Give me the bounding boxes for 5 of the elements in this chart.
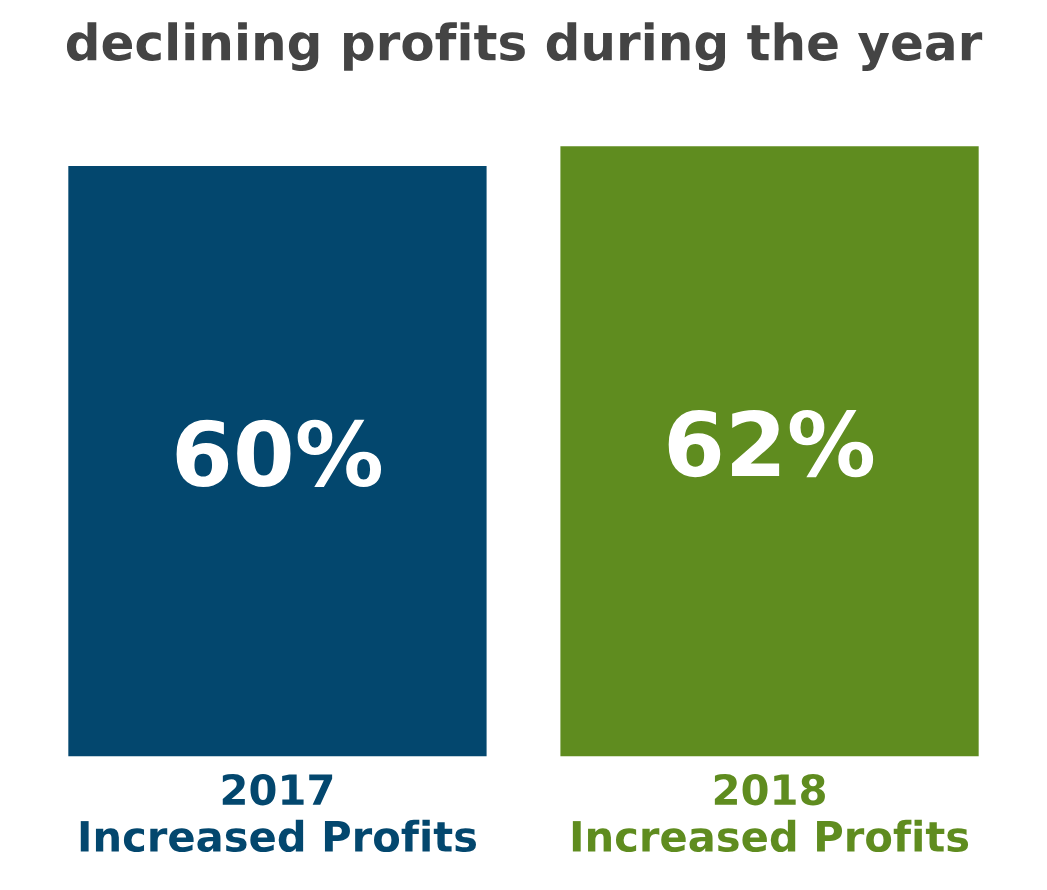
x-tick-label: 2018 Increased Profits [572, 773, 969, 853]
data-label: 62% [668, 409, 874, 478]
chart-title: declining profits during the year [66, 22, 983, 72]
x-tick-label: 2017 Increased Profits [80, 773, 476, 853]
data-label: 60% [176, 419, 382, 487]
